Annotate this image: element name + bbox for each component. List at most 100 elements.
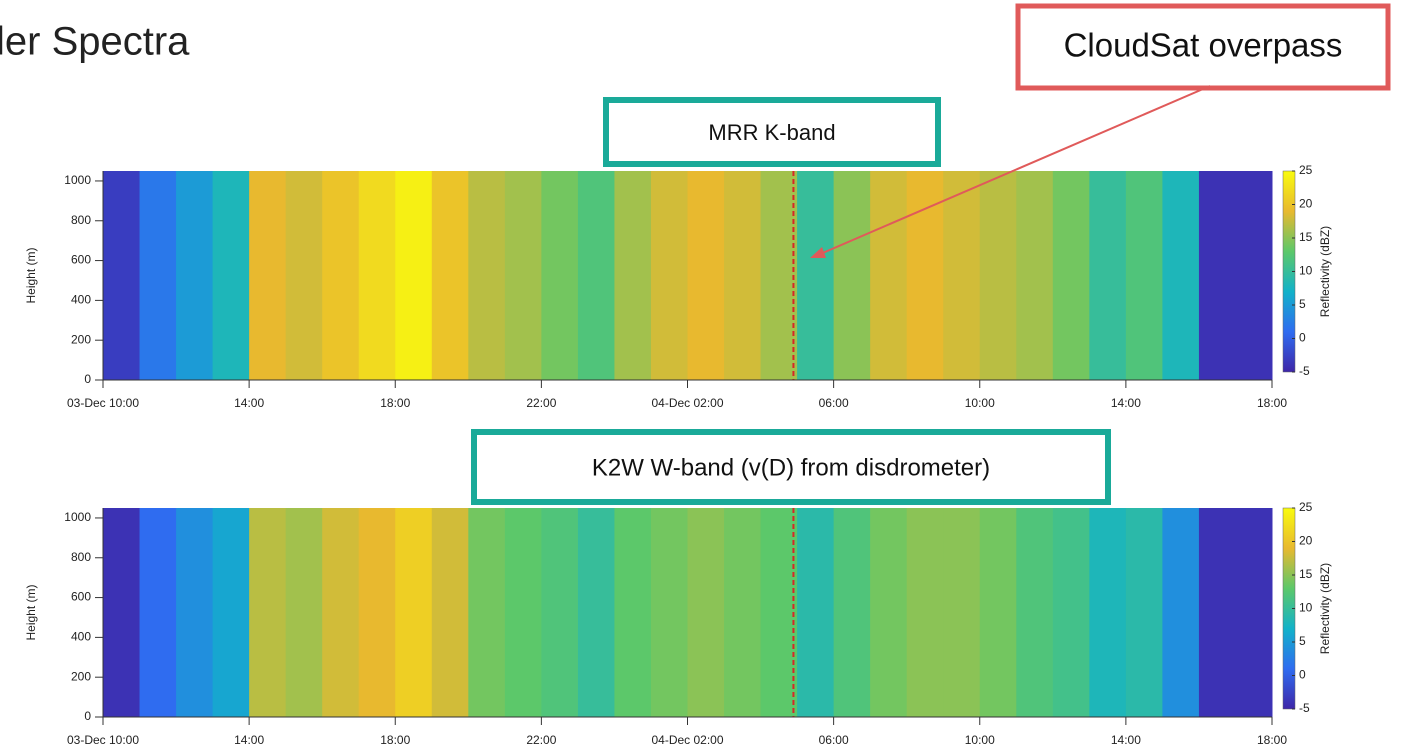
x-tick-label: 06:00 bbox=[819, 396, 849, 410]
heat-cell bbox=[650, 171, 688, 380]
y-tick-label: 1000 bbox=[64, 510, 91, 524]
heat-cell bbox=[614, 171, 652, 380]
heat-cell bbox=[504, 171, 542, 380]
heat-cell bbox=[176, 171, 214, 380]
x-tick-label: 10:00 bbox=[965, 396, 995, 410]
heat-cell bbox=[541, 508, 579, 717]
heat-cell bbox=[760, 508, 798, 717]
y-tick-label: 600 bbox=[71, 253, 91, 267]
heat-cell bbox=[833, 508, 871, 717]
colorbar-tick-label: 0 bbox=[1299, 668, 1306, 682]
heat-cell bbox=[1052, 171, 1090, 380]
x-tick-label: 22:00 bbox=[526, 733, 556, 747]
heat-cell bbox=[103, 171, 141, 380]
heat-cell bbox=[979, 508, 1017, 717]
colorbar-tick-label: -5 bbox=[1299, 701, 1310, 715]
heat-cell bbox=[285, 171, 323, 380]
heat-cell bbox=[1125, 508, 1163, 717]
heat-cell bbox=[833, 171, 871, 380]
heat-cell bbox=[1235, 508, 1273, 717]
x-tick-label: 04-Dec 02:00 bbox=[651, 396, 723, 410]
x-tick-label: 18:00 bbox=[380, 396, 410, 410]
colorbar-tick-label: 10 bbox=[1299, 601, 1313, 615]
heat-cell bbox=[650, 508, 688, 717]
heat-cell bbox=[577, 508, 615, 717]
x-tick-label: 14:00 bbox=[234, 733, 264, 747]
x-tick-label: 06:00 bbox=[819, 733, 849, 747]
heat-cell bbox=[577, 171, 615, 380]
heat-cell bbox=[249, 508, 287, 717]
y-tick-label: 200 bbox=[71, 332, 91, 346]
colorbar-tick-label: -5 bbox=[1299, 364, 1310, 378]
x-tick-label: 14:00 bbox=[234, 396, 264, 410]
y-tick-label: 200 bbox=[71, 669, 91, 683]
x-tick-label: 03-Dec 10:00 bbox=[67, 733, 139, 747]
heat-cell bbox=[285, 508, 323, 717]
y-axis-label: Height (m) bbox=[24, 584, 38, 640]
heat-cell bbox=[1089, 171, 1127, 380]
heat-cell bbox=[1162, 171, 1200, 380]
heat-cell bbox=[614, 508, 652, 717]
colorbar-tick-label: 15 bbox=[1299, 567, 1313, 581]
heat-cell bbox=[687, 508, 725, 717]
heat-cell bbox=[504, 508, 542, 717]
colorbar-label: Reflectivity (dBZ) bbox=[1318, 226, 1332, 317]
heat-cell bbox=[797, 171, 835, 380]
heat-cell bbox=[724, 171, 762, 380]
heat-cell bbox=[1016, 508, 1054, 717]
y-tick-label: 400 bbox=[71, 630, 91, 644]
heat-cell bbox=[870, 171, 908, 380]
callout-box bbox=[1015, 3, 1391, 91]
heat-cell bbox=[395, 508, 433, 717]
heat-cell bbox=[249, 171, 287, 380]
colorbar-tick-label: 5 bbox=[1299, 634, 1306, 648]
colorbar-tick-label: 15 bbox=[1299, 230, 1313, 244]
heat-cell bbox=[797, 508, 835, 717]
heat-cell bbox=[212, 171, 250, 380]
colorbar-label: Reflectivity (dBZ) bbox=[1318, 563, 1332, 654]
heat-cell bbox=[322, 508, 360, 717]
chart-title: K2W W-band (v(D) from disdrometer) bbox=[592, 454, 990, 481]
heat-cell bbox=[395, 171, 433, 380]
chart-title: MRR K-band bbox=[708, 120, 835, 145]
heat-cell bbox=[468, 171, 506, 380]
slide-title: ler Spectra bbox=[0, 20, 190, 64]
x-tick-label: 03-Dec 10:00 bbox=[67, 396, 139, 410]
colorbar-tick-label: 5 bbox=[1299, 297, 1306, 311]
y-tick-label: 600 bbox=[71, 590, 91, 604]
y-axis-label: Height (m) bbox=[24, 247, 38, 303]
heat-cell bbox=[943, 171, 981, 380]
heat-cell bbox=[760, 171, 798, 380]
heat-cell bbox=[358, 508, 396, 717]
callout-arrow bbox=[817, 85, 1211, 256]
heat-cell bbox=[870, 508, 908, 717]
heat-cell bbox=[103, 508, 141, 717]
heat-cell bbox=[1162, 508, 1200, 717]
heat-cell bbox=[1125, 171, 1163, 380]
arrow-head bbox=[810, 247, 826, 258]
title-box bbox=[471, 429, 1111, 505]
heat-cell bbox=[212, 508, 250, 717]
heat-cell bbox=[1235, 171, 1273, 380]
heat-cell bbox=[1089, 508, 1127, 717]
heat-cell bbox=[358, 171, 396, 380]
y-tick-label: 800 bbox=[71, 213, 91, 227]
heat-cell bbox=[176, 508, 214, 717]
heat-cell bbox=[468, 508, 506, 717]
title-box bbox=[603, 97, 941, 167]
heat-cell bbox=[1052, 508, 1090, 717]
heat-cell bbox=[687, 171, 725, 380]
heat-cell bbox=[1198, 171, 1236, 380]
y-tick-label: 400 bbox=[71, 293, 91, 307]
heat-cell bbox=[431, 171, 469, 380]
heat-cell bbox=[1016, 171, 1054, 380]
heat-cell bbox=[724, 508, 762, 717]
heat-cell bbox=[906, 508, 944, 717]
x-tick-label: 10:00 bbox=[965, 733, 995, 747]
heat-cell bbox=[906, 171, 944, 380]
heat-cell bbox=[431, 508, 469, 717]
colorbar-tick-label: 25 bbox=[1299, 163, 1313, 177]
colorbar-tick-label: 10 bbox=[1299, 264, 1313, 278]
y-tick-label: 1000 bbox=[64, 173, 91, 187]
callout-text: CloudSat overpass bbox=[1064, 27, 1343, 64]
